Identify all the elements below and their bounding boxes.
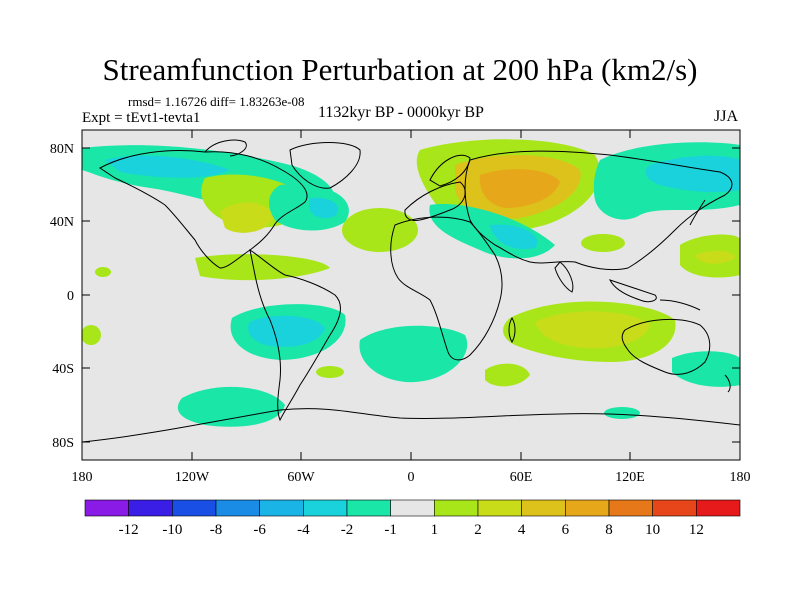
colorbar-label: -10: [162, 522, 182, 538]
colorbar-swatch: [303, 499, 348, 517]
anomaly-south-atlantic: [359, 325, 468, 383]
anomaly-small-4: [604, 407, 640, 419]
anomaly-west-atlantic: [268, 184, 349, 231]
lat-tick-label: 80S: [52, 436, 74, 451]
colorbar-swatch: [652, 499, 697, 517]
anomaly-north-pacific-core: [105, 155, 230, 178]
season-label: JJA: [714, 108, 739, 125]
anomaly-small-3: [316, 366, 344, 378]
colorbar-label: -12: [119, 522, 139, 538]
colorbar-swatch: [390, 499, 435, 517]
coastlines: [82, 139, 740, 443]
anomaly-west-atlantic-core: [309, 197, 339, 219]
colorbar-swatch: [477, 499, 522, 517]
lat-tick-label: 40S: [52, 362, 74, 377]
lon-tick-label: 120W: [175, 470, 210, 485]
anomaly-south-indian: [485, 363, 530, 387]
colorbar-swatch: [608, 499, 653, 517]
map-panel: [82, 130, 740, 460]
anomaly-south-pacific: [177, 386, 285, 427]
anomaly-mid-atlantic: [342, 208, 418, 252]
anomaly-central-asia-core: [490, 224, 538, 250]
colorbar-swatch: [346, 499, 391, 517]
colorbar-swatch: [434, 499, 479, 517]
colorbar-label: 1: [431, 522, 439, 538]
colorbar-label: 8: [605, 522, 613, 538]
anomaly-eurasia-core: [479, 169, 560, 208]
anomaly-small-1: [95, 267, 111, 277]
anomaly-west-pacific-core: [695, 250, 735, 264]
colorbar-label: -2: [341, 522, 354, 538]
colorbar-swatch: [84, 499, 129, 517]
lon-tick-label: 120E: [615, 470, 645, 485]
colorbar-label: -6: [253, 522, 266, 538]
colorbar-swatch: [128, 499, 173, 517]
lon-tick-label: 180: [730, 470, 751, 485]
colorbar-swatch: [521, 499, 566, 517]
lon-tick-label: 180: [72, 470, 93, 485]
experiment-label: Expt = tEvt1-tevta1: [82, 110, 201, 126]
colorbar-swatch: [259, 499, 304, 517]
lon-tick-label: 60E: [510, 470, 533, 485]
lon-tick-label: 60W: [287, 470, 315, 485]
colorbar-swatch: [565, 499, 610, 517]
colorbar-label: 4: [518, 522, 526, 538]
lat-tick-label: 0: [67, 289, 74, 304]
colorbar-label: 6: [562, 522, 570, 538]
anomaly-small-2: [82, 325, 101, 345]
lon-tick-label: 0: [408, 470, 415, 485]
anomaly-se-pacific-core: [248, 315, 325, 347]
lon-axis: 180 120W 60W 0 60E 120E 180: [72, 130, 751, 485]
anomaly-tropical-atlantic: [195, 254, 330, 281]
anomaly-east-america-core: [220, 202, 275, 233]
colorbar-label: -1: [384, 522, 397, 538]
colorbar-label: -8: [210, 522, 223, 538]
anomaly-indian-ocean-core: [535, 311, 650, 349]
anomaly-australia-east: [672, 351, 740, 387]
lat-tick-label: 40N: [50, 215, 74, 230]
colorbar-label: -4: [297, 522, 310, 538]
anomaly-tibet: [581, 234, 625, 252]
anomaly-ne-asia-core: [645, 155, 740, 193]
lat-tick-label: 80N: [50, 142, 74, 157]
colorbar-label: 2: [474, 522, 482, 538]
chart-title: Streamfunction Perturbation at 200 hPa (…: [102, 52, 698, 87]
colorbar-swatch: [696, 499, 741, 517]
anomaly-fields: [82, 139, 740, 427]
lat-axis: 80N 40N 0 40S 80S: [50, 142, 740, 451]
colorbar-swatch: [215, 499, 260, 517]
period-label: 1132kyr BP - 0000kyr BP: [318, 104, 484, 121]
colorbar-swatch: [172, 499, 217, 517]
stats-text: rmsd= 1.16726 diff= 1.83263e-08: [128, 94, 305, 109]
colorbar: -12 -10 -8 -6 -4 -2 -1 1 2 4 6 8 10 12: [84, 499, 741, 538]
colorbar-label: 12: [689, 522, 704, 538]
colorbar-label: 10: [645, 522, 660, 538]
